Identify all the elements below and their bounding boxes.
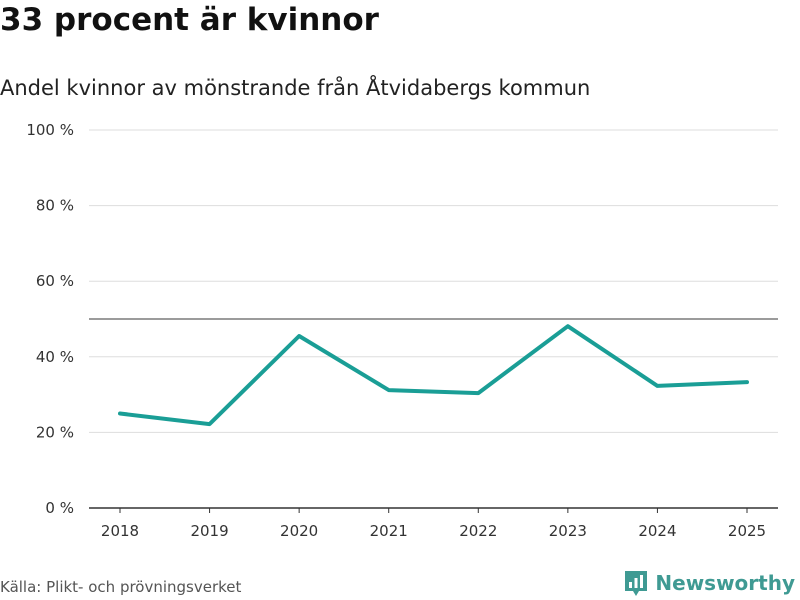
x-tick-label-2018: 2018 [101, 522, 139, 540]
x-axis [89, 507, 778, 513]
y-tick-label-100: 100 % [26, 121, 74, 139]
chart-title: Andel kvinnor av mönstrande från Åtvidab… [0, 76, 591, 100]
series-line-0 [118, 324, 749, 427]
x-tick-label-2020: 2020 [280, 522, 318, 540]
x-tick-labels: 2018 2019 2020 2021 2022 2023 2024 2025 [101, 522, 766, 540]
source-note: Källa: Plikt- och prövningsverket [0, 578, 242, 596]
series-group [118, 324, 749, 427]
y-tick-labels: 0 % 20 % 40 % 60 % 80 % 100 % [26, 121, 74, 517]
y-tick-label-20: 20 % [36, 423, 74, 441]
x-tick-label-2024: 2024 [638, 522, 676, 540]
gridlines [89, 129, 778, 433]
x-tick-label-2025: 2025 [728, 522, 766, 540]
x-tick-label-2022: 2022 [459, 522, 497, 540]
y-tick-label-40: 40 % [36, 348, 74, 366]
bar-chart-logo-icon [625, 571, 648, 596]
x-tick-label-2021: 2021 [370, 522, 408, 540]
y-tick-label-60: 60 % [36, 272, 74, 290]
y-tick-label-80: 80 % [36, 197, 74, 215]
brand-logo[interactable]: Newsworthy [623, 569, 795, 597]
x-tick-label-2019: 2019 [190, 522, 228, 540]
headline: 33 procent är kvinnor [0, 2, 379, 38]
brand-name: Newsworthy [655, 571, 795, 595]
y-tick-label-0: 0 % [45, 499, 74, 517]
x-tick-label-2023: 2023 [549, 522, 587, 540]
